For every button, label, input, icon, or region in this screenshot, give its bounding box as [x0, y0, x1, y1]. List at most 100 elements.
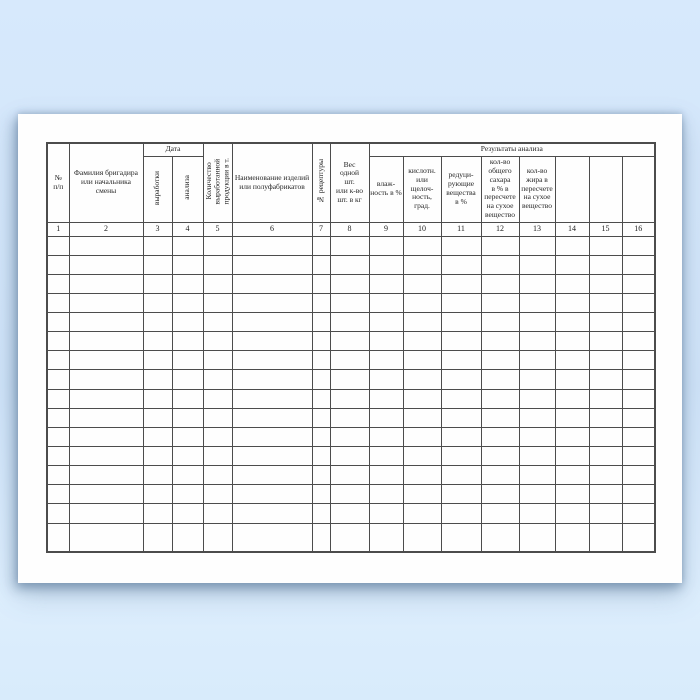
empty-cell — [368, 407, 404, 428]
empty-cell — [311, 312, 331, 333]
empty-cell — [142, 273, 173, 294]
empty-cell — [311, 273, 331, 294]
empty-cell — [171, 484, 204, 505]
col-header-acidity: кислотн. или щелоч- ность, град. — [402, 155, 442, 223]
empty-cell — [588, 369, 623, 390]
empty-cell — [171, 292, 204, 314]
empty-cell — [368, 350, 404, 371]
table-row — [46, 426, 656, 448]
empty-cell — [46, 292, 70, 314]
empty-cell — [588, 522, 623, 553]
column-number: 2 — [68, 221, 144, 237]
empty-cell — [480, 292, 520, 314]
empty-cell — [202, 235, 233, 256]
empty-cell — [171, 331, 204, 352]
col-header-recipe-number: № рецептуры — [311, 142, 331, 223]
empty-cell — [46, 465, 70, 486]
empty-cell — [142, 331, 173, 352]
empty-cell — [621, 446, 656, 467]
empty-cell — [368, 484, 404, 505]
empty-cell — [368, 465, 404, 486]
col-header-unit-weight: Вес одной шт. или к-во шт. в кг — [329, 142, 370, 223]
column-number: 7 — [311, 221, 331, 237]
empty-cell — [142, 484, 173, 505]
empty-cell — [171, 369, 204, 390]
empty-cell — [202, 426, 233, 448]
empty-cell — [142, 503, 173, 524]
empty-cell — [329, 235, 370, 256]
empty-cell — [621, 235, 656, 256]
empty-cell — [440, 254, 482, 275]
empty-cell — [329, 465, 370, 486]
empty-cell — [440, 273, 482, 294]
empty-cell — [440, 446, 482, 467]
empty-cell — [518, 235, 556, 256]
empty-cell — [480, 388, 520, 409]
empty-cell — [621, 369, 656, 390]
empty-cell — [311, 426, 331, 448]
col-header-blank-15 — [588, 155, 623, 223]
empty-cell — [142, 292, 173, 314]
empty-cell — [329, 426, 370, 448]
empty-cell — [329, 503, 370, 524]
empty-cell — [440, 235, 482, 256]
empty-cell — [621, 331, 656, 352]
empty-cell — [621, 407, 656, 428]
empty-cell — [588, 446, 623, 467]
table-row — [46, 446, 656, 467]
empty-cell — [46, 235, 70, 256]
empty-cell — [440, 522, 482, 553]
empty-cell — [202, 407, 233, 428]
empty-cell — [46, 407, 70, 428]
empty-cell — [311, 235, 331, 256]
empty-cell — [311, 388, 331, 409]
empty-cell — [231, 235, 313, 256]
empty-cell — [402, 292, 442, 314]
empty-cell — [621, 503, 656, 524]
empty-cell — [231, 484, 313, 505]
empty-cell — [46, 484, 70, 505]
empty-cell — [368, 426, 404, 448]
column-number: 15 — [588, 221, 623, 237]
empty-cell — [440, 407, 482, 428]
empty-cell — [621, 426, 656, 448]
table-row — [46, 407, 656, 428]
col-header-blank-16 — [621, 155, 656, 223]
empty-cell — [440, 426, 482, 448]
col-header-total-sugar: кол-во общего сахара в % в пересчете на … — [480, 155, 520, 223]
empty-cell — [46, 369, 70, 390]
empty-cell — [480, 407, 520, 428]
empty-cell — [588, 312, 623, 333]
empty-cell — [554, 484, 590, 505]
empty-cell — [518, 465, 556, 486]
empty-cell — [440, 292, 482, 314]
empty-cell — [68, 292, 144, 314]
column-number: 13 — [518, 221, 556, 237]
empty-cell — [440, 465, 482, 486]
col-header-moisture: влаж- ность в % — [368, 155, 404, 223]
table-row — [46, 522, 656, 553]
empty-cell — [231, 522, 313, 553]
empty-cell — [171, 446, 204, 467]
empty-cell — [480, 312, 520, 333]
empty-cell — [554, 465, 590, 486]
col-header-product-name: Наименование изделий или полуфабрикатов — [231, 142, 313, 223]
col-header-foreman-name: Фамилия бригадира или начальника смены — [68, 142, 144, 223]
empty-cell — [231, 446, 313, 467]
empty-cell — [311, 446, 331, 467]
empty-cell — [202, 254, 233, 275]
empty-cell — [142, 254, 173, 275]
empty-cell — [554, 522, 590, 553]
empty-cell — [231, 350, 313, 371]
empty-cell — [554, 331, 590, 352]
empty-cell — [311, 484, 331, 505]
empty-cell — [202, 273, 233, 294]
empty-cell — [518, 350, 556, 371]
empty-cell — [142, 312, 173, 333]
empty-cell — [171, 235, 204, 256]
empty-cell — [231, 503, 313, 524]
empty-cell — [554, 350, 590, 371]
empty-cell — [68, 273, 144, 294]
column-number: 8 — [329, 221, 370, 237]
empty-cell — [46, 254, 70, 275]
